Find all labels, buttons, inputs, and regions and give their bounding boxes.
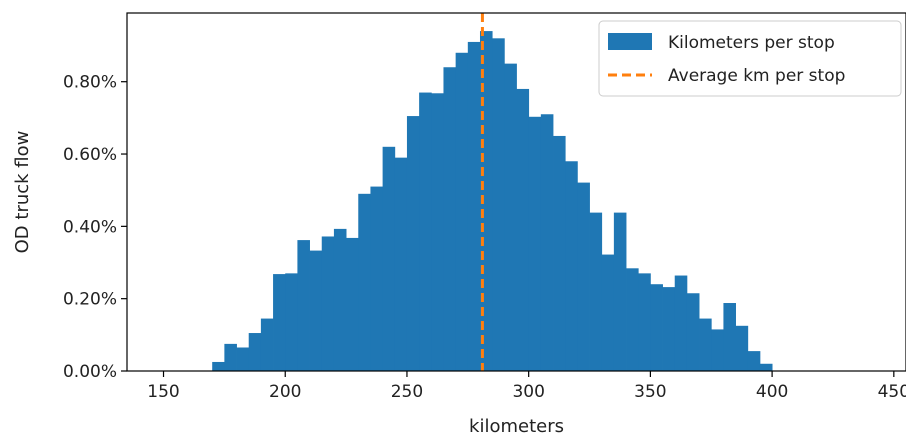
x-axis-label: kilometers: [469, 416, 564, 436]
histogram-bar: [540, 114, 554, 371]
histogram-bar: [370, 186, 384, 371]
y-tick-label: 0.80%: [63, 73, 117, 93]
histogram-bar: [711, 329, 724, 371]
y-tick-label: 0.20%: [63, 290, 117, 310]
y-tick-label: 0.60%: [63, 145, 117, 165]
histogram-bar: [553, 135, 566, 371]
legend-swatch-bars: [608, 33, 652, 50]
histogram-bar: [431, 93, 444, 372]
histogram-bar: [346, 237, 359, 371]
histogram-bar: [236, 347, 250, 371]
histogram-bar: [723, 303, 736, 371]
x-axis-ticks: 150 200 250 300 350 400 450: [147, 371, 906, 402]
histogram-bar: [443, 67, 457, 371]
histogram-bar: [735, 325, 749, 371]
plot-frame: [126, 12, 906, 372]
histogram-bar: [528, 116, 542, 371]
histogram-bar: [626, 268, 639, 371]
y-tick-label: 0.00%: [63, 362, 117, 382]
histogram-bar: [638, 273, 651, 371]
histogram-bar: [589, 212, 603, 371]
histogram-bar: [382, 146, 396, 371]
histogram-bar: [662, 287, 676, 371]
histogram-bar: [492, 38, 505, 371]
histogram-bar: [394, 157, 408, 371]
histogram-bar: [212, 361, 225, 371]
histogram-bar: [309, 250, 323, 371]
x-tick-label: 250: [391, 382, 423, 402]
y-axis-ticks: 0.00% 0.20% 0.40% 0.60% 0.80%: [63, 73, 127, 382]
y-axis-label: OD truck flow: [12, 131, 33, 254]
histogram-bar: [297, 240, 310, 371]
x-tick-label: 450: [878, 382, 906, 402]
histogram-bar: [285, 273, 298, 371]
legend-label-bars: Kilometers per stop: [668, 33, 835, 53]
histogram-bar: [467, 41, 481, 372]
histogram-bar: [333, 228, 347, 371]
histogram-bar: [406, 116, 420, 371]
histogram-bar: [273, 274, 286, 371]
histogram-bar: [747, 351, 761, 371]
axes: [126, 12, 906, 372]
y-tick-label: 0.40%: [63, 217, 117, 237]
histogram-bar: [674, 275, 688, 371]
legend-label-line: Average km per stop: [668, 66, 845, 86]
x-tick-label: 200: [269, 382, 301, 402]
histogram-bar: [321, 236, 335, 371]
x-tick-label: 350: [634, 382, 666, 402]
histogram-bar: [613, 212, 627, 371]
histogram-bar: [650, 284, 663, 371]
histogram-bar: [601, 254, 615, 371]
histogram-bar: [759, 363, 773, 371]
histogram-bars: [212, 31, 773, 372]
histogram-bar: [248, 333, 262, 371]
histogram-bar: [455, 52, 469, 372]
x-tick-label: 150: [147, 382, 179, 402]
legend: Kilometers per stop Average km per stop: [598, 20, 902, 97]
histogram-bar: [504, 63, 517, 372]
histogram-bar: [686, 293, 700, 371]
histogram-bar: [224, 343, 237, 371]
histogram-bar: [699, 318, 712, 371]
legend-box: [598, 20, 902, 97]
histogram-bar: [260, 318, 274, 371]
histogram-bar: [516, 88, 530, 371]
x-tick-label: 400: [756, 382, 788, 402]
histogram-bar: [565, 161, 578, 371]
x-tick-label: 300: [512, 382, 544, 402]
histogram-bar: [358, 193, 371, 371]
histogram-bar: [577, 182, 590, 371]
histogram-bar: [419, 92, 432, 372]
